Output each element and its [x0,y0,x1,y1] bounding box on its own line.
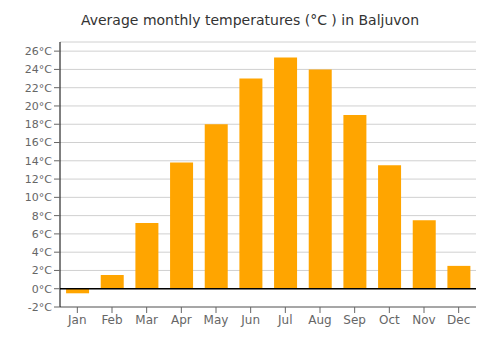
svg-text:10°C: 10°C [25,191,52,204]
svg-text:18°C: 18°C [25,118,52,131]
svg-text:0°C: 0°C [32,283,52,296]
svg-text:12°C: 12°C [25,173,52,186]
svg-text:Apr: Apr [171,313,192,327]
svg-text:Mar: Mar [135,313,158,327]
svg-text:Feb: Feb [101,313,122,327]
svg-text:6°C: 6°C [32,228,52,241]
svg-text:2°C: 2°C [32,264,52,277]
svg-text:22°C: 22°C [25,82,52,95]
svg-text:Dec: Dec [447,313,470,327]
svg-text:Jun: Jun [240,313,260,327]
html-text:Average monthly temperatures (: Average monthly temperatures (°C ) in Ba… [80,12,420,28]
svg-text:24°C: 24°C [25,63,52,76]
svg-text:Jul: Jul [277,313,292,327]
svg-text:4°C: 4°C [32,246,52,259]
svg-text:Oct: Oct [379,313,400,327]
svg-text:May: May [204,313,229,327]
svg-text:26°C: 26°C [25,45,52,58]
svg-text:16°C: 16°C [25,136,52,149]
svg-text:Nov: Nov [412,313,435,327]
svg-text:14°C: 14°C [25,155,52,168]
svg-text:Sep: Sep [343,313,366,327]
svg-text:-2°C: -2°C [28,301,52,314]
svg-text:Jan: Jan [67,313,87,327]
svg-text:8°C: 8°C [32,210,52,223]
svg-text:20°C: 20°C [25,100,52,113]
svg-text:Aug: Aug [308,313,331,327]
